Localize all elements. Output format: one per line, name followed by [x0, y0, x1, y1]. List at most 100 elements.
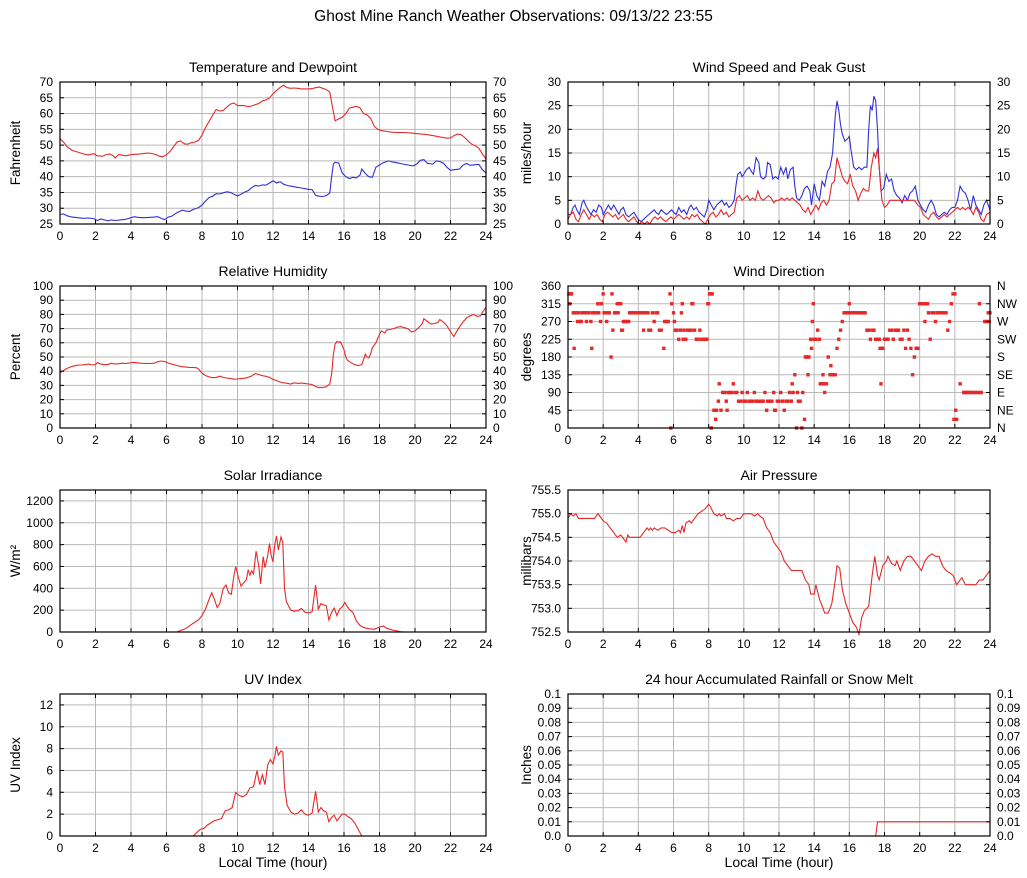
svg-text:0: 0: [565, 433, 572, 447]
svg-text:754.5: 754.5: [531, 530, 561, 544]
svg-text:24: 24: [983, 637, 997, 651]
svg-text:4: 4: [128, 841, 135, 855]
svg-text:50: 50: [40, 350, 54, 364]
chart-title: Relative Humidity: [218, 263, 328, 279]
svg-text:24: 24: [479, 229, 493, 243]
svg-text:180: 180: [541, 350, 561, 364]
svg-text:16: 16: [337, 229, 351, 243]
svg-text:0: 0: [57, 229, 64, 243]
svg-text:0.03: 0.03: [538, 786, 562, 800]
svg-text:5: 5: [997, 193, 1004, 207]
svg-text:22: 22: [948, 229, 962, 243]
svg-text:8: 8: [705, 637, 712, 651]
svg-text:0.01: 0.01: [997, 815, 1021, 829]
svg-text:0: 0: [46, 829, 53, 843]
svg-text:2: 2: [600, 841, 607, 855]
svg-text:20: 20: [408, 433, 422, 447]
svg-text:10: 10: [231, 229, 245, 243]
svg-text:22: 22: [948, 637, 962, 651]
svg-text:18: 18: [373, 637, 387, 651]
svg-text:100: 100: [33, 279, 53, 293]
svg-text:45: 45: [548, 403, 562, 417]
svg-text:0: 0: [565, 229, 572, 243]
svg-text:800: 800: [33, 538, 53, 552]
svg-text:60: 60: [493, 107, 507, 121]
svg-text:50: 50: [493, 350, 507, 364]
svg-text:14: 14: [807, 637, 821, 651]
svg-text:12: 12: [266, 433, 280, 447]
svg-text:55: 55: [493, 122, 507, 136]
svg-text:18: 18: [373, 841, 387, 855]
svg-text:10: 10: [231, 637, 245, 651]
svg-text:22: 22: [444, 841, 458, 855]
svg-text:0: 0: [997, 217, 1004, 231]
svg-text:753.0: 753.0: [531, 601, 561, 615]
svg-text:40: 40: [493, 170, 507, 184]
svg-text:70: 70: [493, 75, 507, 89]
chart-title: Solar Irradiance: [223, 467, 323, 483]
svg-text:20: 20: [913, 229, 927, 243]
svg-text:24: 24: [479, 841, 493, 855]
svg-text:6: 6: [163, 229, 170, 243]
svg-text:22: 22: [444, 433, 458, 447]
svg-text:22: 22: [948, 841, 962, 855]
svg-text:16: 16: [843, 229, 857, 243]
svg-text:4: 4: [635, 841, 642, 855]
svg-text:0.09: 0.09: [997, 701, 1021, 715]
svg-text:20: 20: [493, 393, 507, 407]
svg-text:600: 600: [33, 559, 53, 573]
svg-text:10: 10: [493, 407, 507, 421]
svg-text:4: 4: [635, 637, 642, 651]
svg-text:20: 20: [997, 122, 1011, 136]
svg-text:70: 70: [493, 322, 507, 336]
svg-text:20: 20: [913, 433, 927, 447]
svg-text:65: 65: [40, 91, 54, 105]
svg-text:50: 50: [493, 138, 507, 152]
svg-text:8: 8: [199, 841, 206, 855]
svg-text:16: 16: [337, 637, 351, 651]
svg-text:50: 50: [40, 138, 54, 152]
svg-text:2: 2: [46, 807, 53, 821]
svg-text:S: S: [997, 350, 1005, 364]
svg-text:18: 18: [878, 433, 892, 447]
chart-title: Wind Direction: [733, 263, 825, 279]
svg-text:24: 24: [479, 433, 493, 447]
svg-text:10: 10: [737, 637, 751, 651]
svg-text:30: 30: [40, 201, 54, 215]
svg-text:4: 4: [46, 785, 53, 799]
svg-text:1000: 1000: [26, 516, 53, 530]
svg-text:135: 135: [541, 368, 561, 382]
svg-text:200: 200: [33, 603, 53, 617]
svg-text:10: 10: [40, 720, 54, 734]
chart-title: UV Index: [244, 671, 302, 687]
chart-title: Wind Speed and Peak Gust: [692, 59, 866, 75]
svg-text:0.09: 0.09: [538, 701, 562, 715]
svg-text:30: 30: [548, 75, 562, 89]
svg-text:18: 18: [878, 637, 892, 651]
svg-text:18: 18: [878, 229, 892, 243]
svg-text:8: 8: [199, 433, 206, 447]
svg-text:12: 12: [772, 637, 786, 651]
svg-text:16: 16: [843, 433, 857, 447]
svg-text:12: 12: [772, 229, 786, 243]
svg-text:12: 12: [772, 841, 786, 855]
svg-text:6: 6: [46, 763, 53, 777]
svg-text:0.02: 0.02: [538, 801, 562, 815]
svg-text:90: 90: [40, 293, 54, 307]
svg-text:14: 14: [302, 433, 316, 447]
svg-text:4: 4: [635, 433, 642, 447]
chart-title: Temperature and Dewpoint: [188, 59, 358, 75]
svg-text:2: 2: [92, 841, 99, 855]
svg-text:4: 4: [635, 229, 642, 243]
svg-text:80: 80: [40, 307, 54, 321]
svg-text:30: 30: [493, 378, 507, 392]
svg-text:N: N: [997, 279, 1006, 293]
svg-text:0: 0: [57, 637, 64, 651]
svg-text:6: 6: [670, 229, 677, 243]
svg-text:100: 100: [493, 279, 513, 293]
svg-text:90: 90: [493, 293, 507, 307]
svg-text:0.07: 0.07: [997, 730, 1021, 744]
